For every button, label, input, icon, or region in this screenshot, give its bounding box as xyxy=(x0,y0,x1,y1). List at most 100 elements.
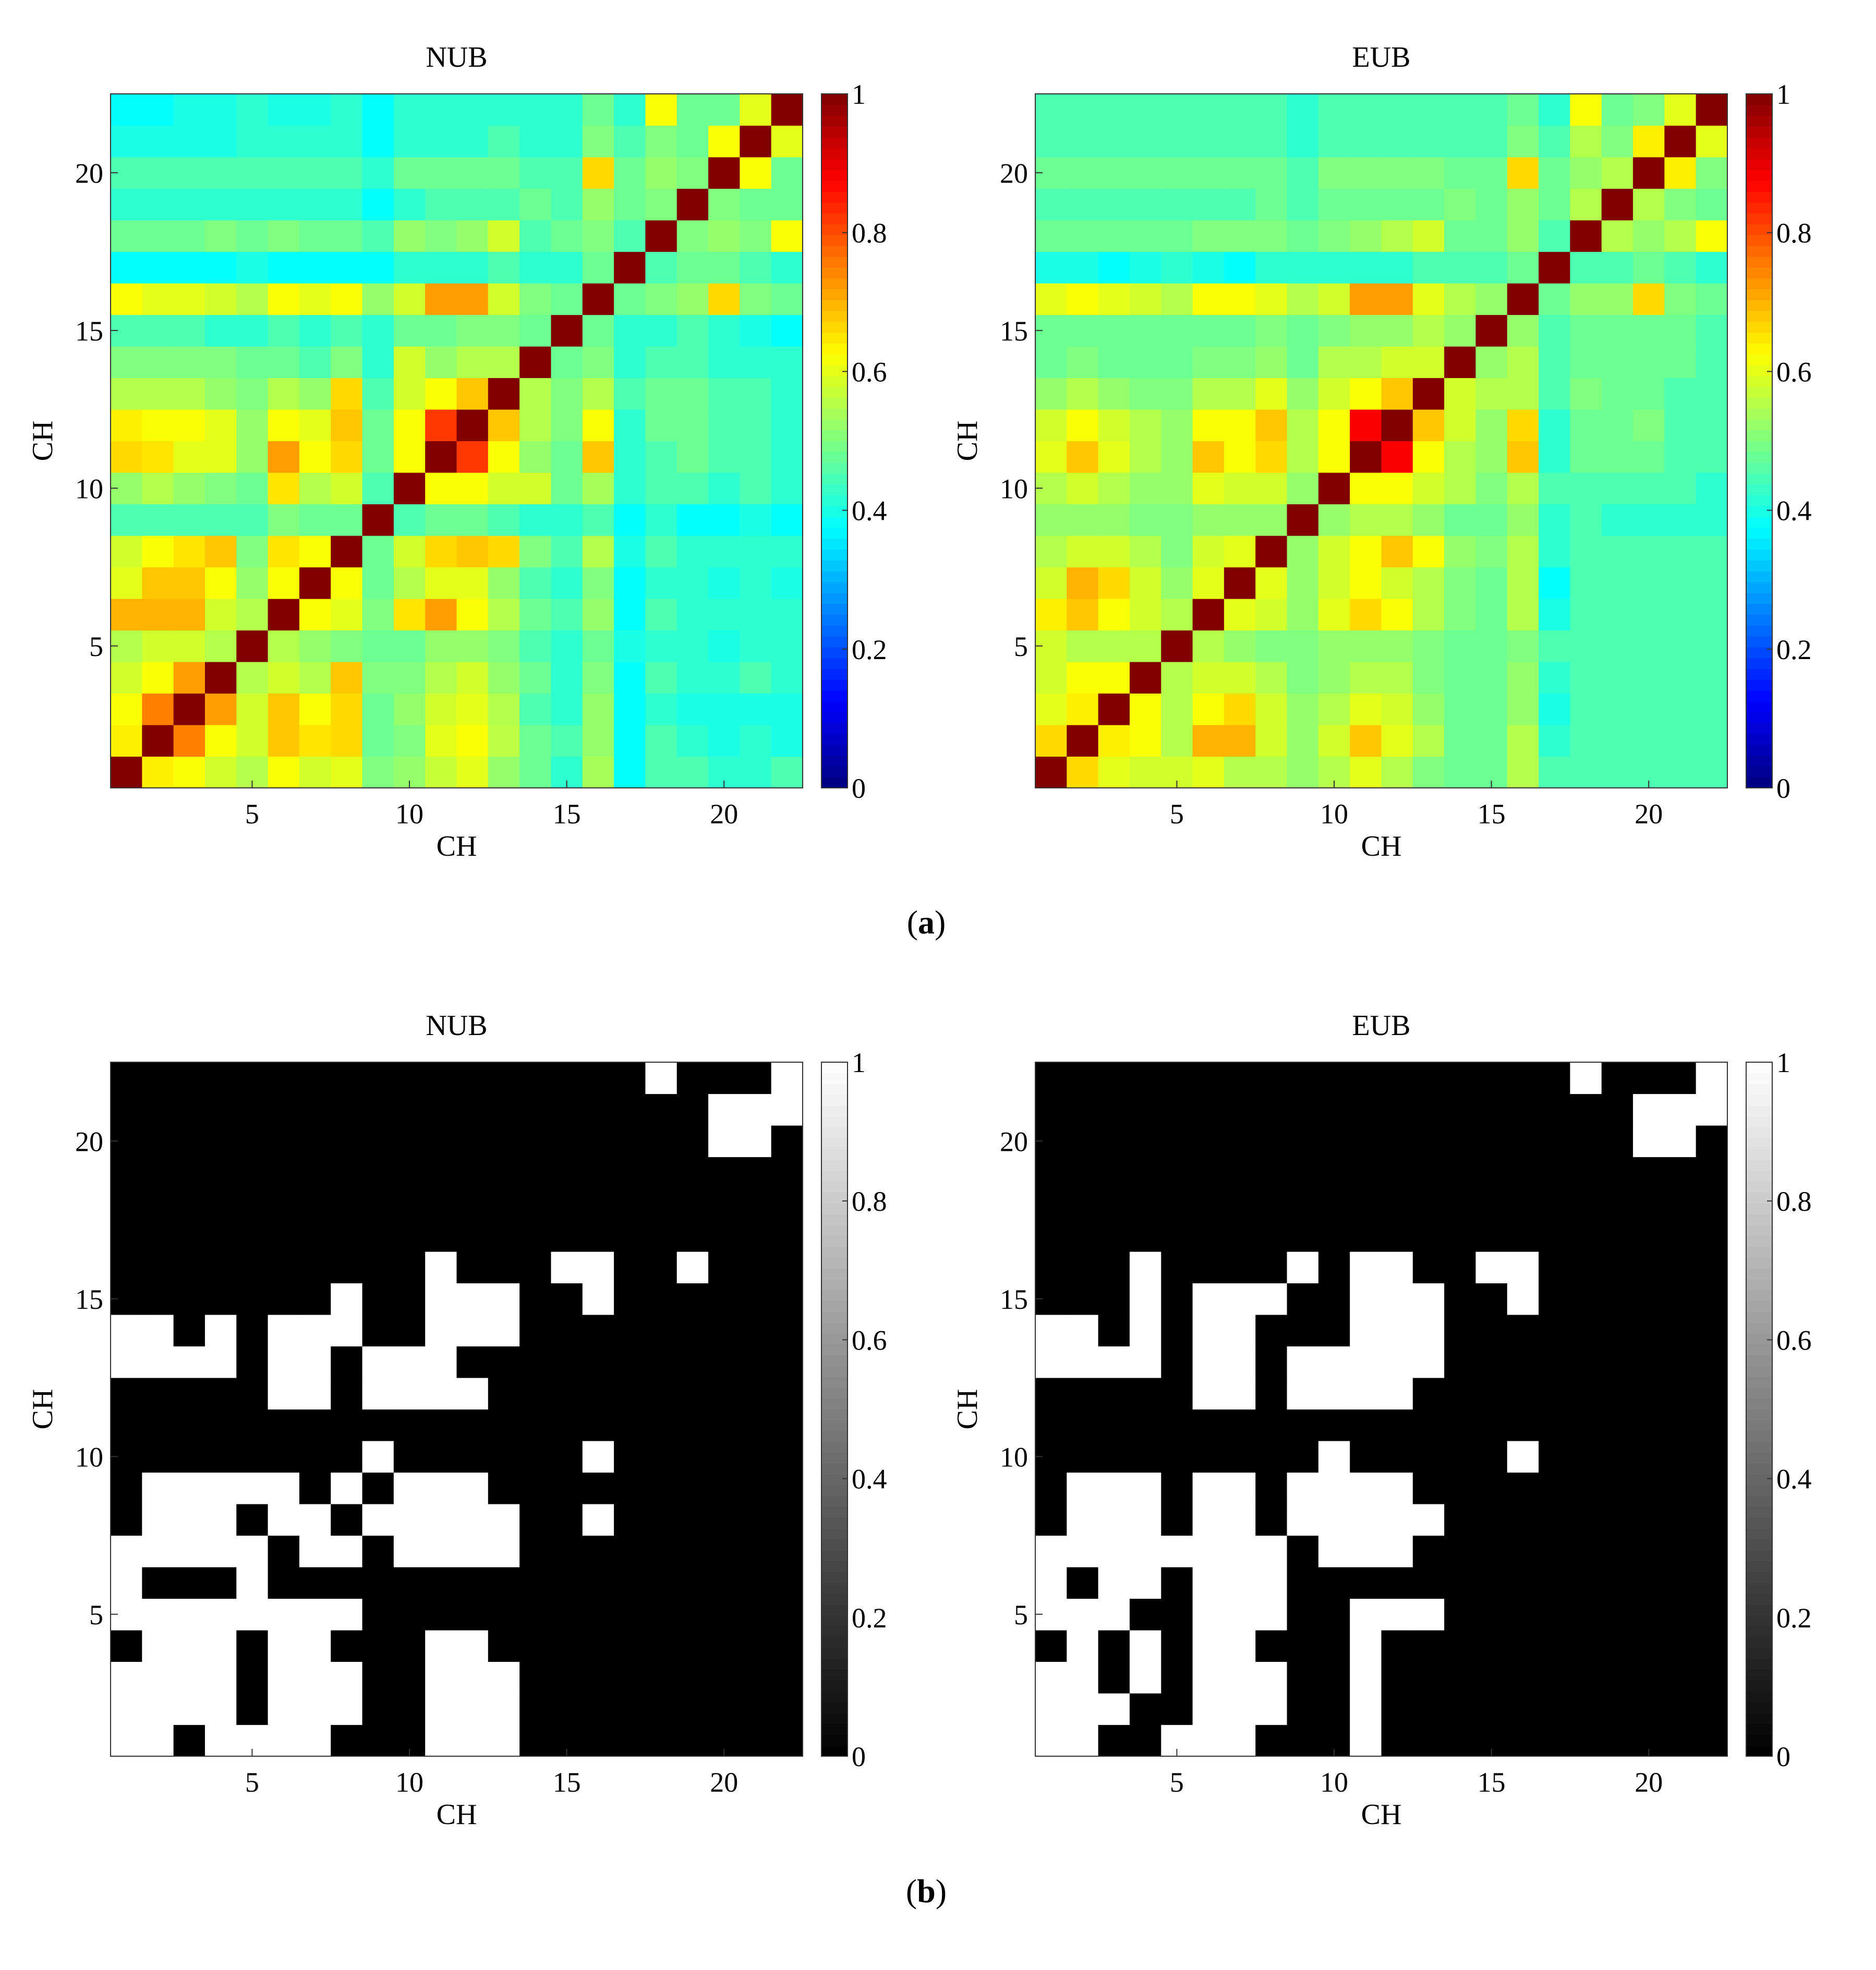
heatmap-cell xyxy=(1601,409,1633,442)
heatmap-cell xyxy=(1287,188,1319,221)
heatmap-cell xyxy=(173,1346,205,1378)
heatmap-cell xyxy=(771,504,803,536)
heatmap-cell xyxy=(236,725,269,757)
heatmap-cell xyxy=(1696,1093,1728,1126)
heatmap-cell xyxy=(1475,693,1508,725)
heatmap-cell xyxy=(1696,1567,1728,1599)
heatmap-cell xyxy=(456,567,489,599)
heatmap-cell xyxy=(582,1724,614,1757)
heatmap-cell xyxy=(676,1693,709,1725)
heatmap-cell xyxy=(1570,1724,1602,1757)
heatmap-cell xyxy=(1192,1188,1225,1221)
colorbar-swatch xyxy=(821,452,848,463)
heatmap-cell xyxy=(1570,314,1602,347)
colorbar-swatch xyxy=(821,202,848,214)
heatmap-cell xyxy=(1192,1283,1225,1315)
heatmap-cell xyxy=(331,1661,363,1694)
heatmap-cell xyxy=(1696,536,1728,568)
heatmap-cell xyxy=(1570,1661,1602,1694)
heatmap-cell xyxy=(1539,504,1571,536)
colorbar-swatch xyxy=(1746,1116,1772,1128)
heatmap-cell xyxy=(111,1315,142,1347)
colorbar-tick-label: 0.4 xyxy=(852,495,887,527)
heatmap-cell xyxy=(299,630,331,662)
heatmap-cell xyxy=(1633,1504,1665,1536)
heatmap-cell xyxy=(299,1157,331,1189)
colorbar-swatch xyxy=(1746,723,1772,734)
heatmap-cell xyxy=(1633,599,1665,631)
heatmap-cell xyxy=(614,251,646,284)
heatmap-cell xyxy=(676,1315,709,1347)
heatmap-cell xyxy=(1696,378,1728,410)
heatmap-cell xyxy=(1412,1724,1445,1757)
heatmap-cell xyxy=(551,662,583,694)
colorbar-swatch xyxy=(1746,213,1772,225)
heatmap-cell xyxy=(1161,220,1193,252)
heatmap-cell xyxy=(1507,504,1539,536)
heatmap-cell xyxy=(1192,1441,1225,1473)
colorbar-swatch xyxy=(1746,115,1772,127)
heatmap-cell xyxy=(1633,630,1665,662)
heatmap-cell xyxy=(582,314,614,347)
colorbar-swatch xyxy=(1746,506,1772,517)
heatmap-cell xyxy=(1570,188,1602,221)
colorbar-swatch xyxy=(821,690,848,702)
heatmap-cell xyxy=(1539,157,1571,189)
heatmap-cell xyxy=(1539,1661,1571,1694)
axes-frame xyxy=(110,93,803,788)
heatmap-cell xyxy=(1381,1062,1413,1095)
heatmap-cell xyxy=(519,756,552,788)
heatmap-cell xyxy=(456,472,489,505)
heatmap-cell xyxy=(425,314,457,347)
colorbar-swatch xyxy=(821,1322,848,1334)
heatmap-cell xyxy=(1318,693,1350,725)
heatmap-cell xyxy=(299,1378,331,1410)
heatmap-cell xyxy=(488,1693,520,1725)
heatmap-cell xyxy=(488,1188,520,1221)
heatmap-cell xyxy=(331,1409,363,1441)
heatmap-cell xyxy=(204,125,237,157)
heatmap-cell xyxy=(1350,1598,1382,1631)
heatmap-cell xyxy=(676,1567,709,1599)
heatmap-cell xyxy=(1161,441,1193,473)
heatmap-cell xyxy=(204,188,237,221)
heatmap-cell xyxy=(519,630,552,662)
heatmap-cell xyxy=(708,283,740,315)
colorbar-swatch xyxy=(821,375,848,387)
heatmap-cell xyxy=(1192,94,1225,126)
heatmap-cell xyxy=(551,125,583,157)
heatmap-cell xyxy=(1129,1472,1161,1504)
colorbar-tick-label: 0 xyxy=(1776,1741,1790,1772)
heatmap-cell xyxy=(142,1125,174,1158)
heatmap-cell xyxy=(299,472,331,505)
heatmap-cell xyxy=(1224,1157,1256,1189)
heatmap-cell xyxy=(551,630,583,662)
heatmap-cell xyxy=(1696,1409,1728,1441)
heatmap-cell xyxy=(1381,1188,1413,1221)
colorbar-swatch xyxy=(1746,332,1772,344)
heatmap-cell xyxy=(456,1409,489,1441)
heatmap-cell xyxy=(1539,756,1571,788)
heatmap-cell xyxy=(1287,378,1319,410)
heatmap-cell xyxy=(1475,1567,1508,1599)
heatmap-cell xyxy=(111,251,142,284)
y-tick-label: 10 xyxy=(1000,1441,1028,1473)
heatmap-cell xyxy=(771,1661,803,1694)
heatmap-cell xyxy=(645,1125,677,1158)
heatmap-cell xyxy=(1696,1472,1728,1504)
y-tick-label: 15 xyxy=(75,315,103,347)
colorbar-swatch xyxy=(1746,679,1772,691)
heatmap-cell xyxy=(1098,314,1130,347)
heatmap-cell xyxy=(645,157,677,189)
colorbar-swatch xyxy=(821,1203,848,1214)
heatmap-cell xyxy=(362,756,394,788)
colorbar-swatch xyxy=(1746,321,1772,333)
heatmap-cell xyxy=(1287,125,1319,157)
colorbar-swatch xyxy=(1746,1637,1772,1648)
heatmap-cell xyxy=(1570,756,1602,788)
heatmap-cell xyxy=(299,756,331,788)
heatmap-cell xyxy=(1507,378,1539,410)
heatmap-cell xyxy=(1539,1472,1571,1504)
heatmap-cell xyxy=(1318,1409,1350,1441)
heatmap-cell xyxy=(1444,536,1476,568)
